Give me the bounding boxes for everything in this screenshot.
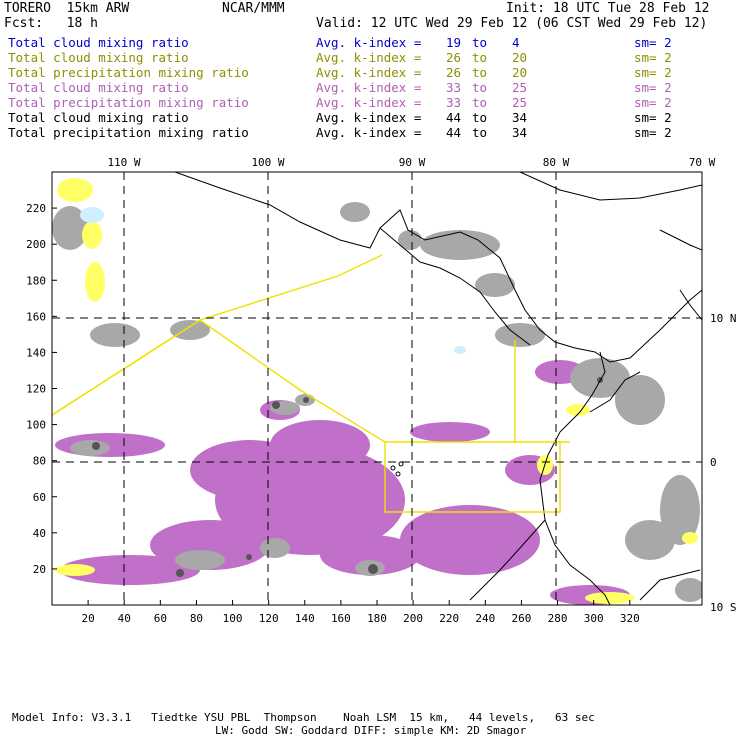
legend-to-value: 4 <box>512 35 520 50</box>
legend-field-name: Total precipitation mixing ratio <box>8 95 249 110</box>
legend-to-value: 34 <box>512 110 528 125</box>
legend-from-value: 26 <box>446 50 462 65</box>
longitude-label: 80 W <box>543 156 570 169</box>
legend-to-word: to <box>472 95 488 110</box>
x-tick-label: 220 <box>439 612 459 625</box>
model-title: TORERO 15km ARW <box>4 1 130 16</box>
legend-avg-label: Avg. k-index = <box>316 35 422 50</box>
trace-cloud-areas <box>80 207 466 354</box>
legend-avg-label: Avg. k-index = <box>316 95 422 110</box>
legend-field-name: Total precipitation mixing ratio <box>8 65 249 80</box>
legend-to-value: 20 <box>512 65 528 80</box>
legend-smoothing: sm= 2 <box>634 35 672 50</box>
y-tick-labels: 220 200 180 160 140 120 100 80 60 40 20 <box>26 202 46 576</box>
legend-avg-label: Avg. k-index = <box>316 50 422 65</box>
x-tick-labels: 20 40 60 80 100 120 140 160 180 200 220 240 260 280 30… <box>81 612 639 625</box>
lat-lon-grid <box>52 172 702 605</box>
legend-to-word: to <box>472 65 488 80</box>
init-time: Init: 18 UTC Tue 28 Feb 12 <box>506 1 710 16</box>
x-tick-label: 100 <box>223 612 243 625</box>
y-tick-label: 220 <box>26 202 46 215</box>
latitude-label: 10 N <box>710 312 737 325</box>
x-tick-label: 180 <box>367 612 387 625</box>
longitude-label: 90 W <box>399 156 426 169</box>
legend-smoothing: sm= 2 <box>634 95 672 110</box>
cloud-mixing-areas <box>52 202 702 602</box>
legend-from-value: 19 <box>446 35 462 50</box>
region-outlines <box>52 254 570 513</box>
legend-smoothing: sm= 2 <box>634 65 672 80</box>
x-tick-label: 300 <box>584 612 604 625</box>
legend-to-value: 20 <box>512 50 528 65</box>
x-tick-label: 320 <box>620 612 640 625</box>
x-tick-label: 200 <box>403 612 423 625</box>
longitude-label: 100 W <box>251 156 284 169</box>
x-tick-label: 80 <box>190 612 203 625</box>
y-tick-label: 180 <box>26 274 46 287</box>
legend-field-name: Total cloud mixing ratio <box>8 35 189 50</box>
legend-avg-label: Avg. k-index = <box>316 110 422 125</box>
legend-to-value: 25 <box>512 95 528 110</box>
x-tick-label: 20 <box>81 612 94 625</box>
legend-field-name: Total precipitation mixing ratio <box>8 125 249 140</box>
x-tick-label: 240 <box>475 612 495 625</box>
y-tick-label: 120 <box>26 383 46 396</box>
x-tick-label: 40 <box>118 612 131 625</box>
legend-from-value: 33 <box>446 95 462 110</box>
precip-mixing-areas <box>55 360 630 605</box>
x-tick-marks <box>87 600 631 605</box>
field-layer <box>52 178 702 605</box>
coastlines <box>174 172 702 605</box>
legend-to-value: 34 <box>512 125 528 140</box>
legend-smoothing: sm= 2 <box>634 80 672 95</box>
x-tick-label: 260 <box>512 612 532 625</box>
latitude-label: 0 <box>710 456 717 469</box>
legend-smoothing: sm= 2 <box>634 125 672 140</box>
valid-time: Valid: 12 UTC Wed 29 Feb 12 (06 CST Wed … <box>316 16 708 31</box>
longitude-label: 70 W <box>689 156 716 169</box>
legend-from-value: 44 <box>446 110 462 125</box>
legend-avg-label: Avg. k-index = <box>316 80 422 95</box>
x-tick-label: 140 <box>295 612 315 625</box>
y-tick-label: 60 <box>33 491 46 504</box>
latitude-labels: 10 N 0 10 S <box>710 312 737 614</box>
y-tick-label: 20 <box>33 563 46 576</box>
y-tick-label: 100 <box>26 419 46 432</box>
y-tick-label: 140 <box>26 346 46 359</box>
x-tick-label: 280 <box>548 612 568 625</box>
x-tick-label: 120 <box>259 612 279 625</box>
legend-to-value: 25 <box>512 80 528 95</box>
light-mixing-areas <box>55 178 698 604</box>
y-tick-label: 200 <box>26 238 46 251</box>
legend-to-word: to <box>472 80 488 95</box>
legend-avg-label: Avg. k-index = <box>316 65 422 80</box>
legend-to-word: to <box>472 125 488 140</box>
legend-to-word: to <box>472 35 488 50</box>
latitude-label: 10 S <box>710 601 737 614</box>
x-tick-label: 160 <box>331 612 351 625</box>
y-tick-marks <box>52 207 57 570</box>
legend-from-value: 44 <box>446 125 462 140</box>
legend-to-word: to <box>472 50 488 65</box>
legend-from-value: 26 <box>446 65 462 80</box>
legend-to-word: to <box>472 110 488 125</box>
model-info: Model Info: V3.3.1 Tiedtke YSU PBL Thomp… <box>12 711 595 724</box>
longitude-label: 110 W <box>107 156 140 169</box>
legend-smoothing: sm= 2 <box>634 110 672 125</box>
organization: NCAR/MMM <box>222 1 285 16</box>
legend-field-name: Total cloud mixing ratio <box>8 80 189 95</box>
x-tick-label: 60 <box>154 612 167 625</box>
legend-avg-label: Avg. k-index = <box>316 125 422 140</box>
y-tick-label: 160 <box>26 310 46 323</box>
y-tick-label: 80 <box>33 455 46 468</box>
forecast-hour: Fcst: 18 h <box>4 16 98 31</box>
longitude-labels: 110 W 100 W 90 W 80 W 70 W <box>107 156 715 169</box>
legend-field-name: Total cloud mixing ratio <box>8 110 189 125</box>
legend-field-name: Total cloud mixing ratio <box>8 50 189 65</box>
legend-from-value: 33 <box>446 80 462 95</box>
y-tick-label: 40 <box>33 527 46 540</box>
physics-info: LW: Godd SW: Goddard DIFF: simple KM: 2D… <box>215 724 527 737</box>
legend-smoothing: sm= 2 <box>634 50 672 65</box>
